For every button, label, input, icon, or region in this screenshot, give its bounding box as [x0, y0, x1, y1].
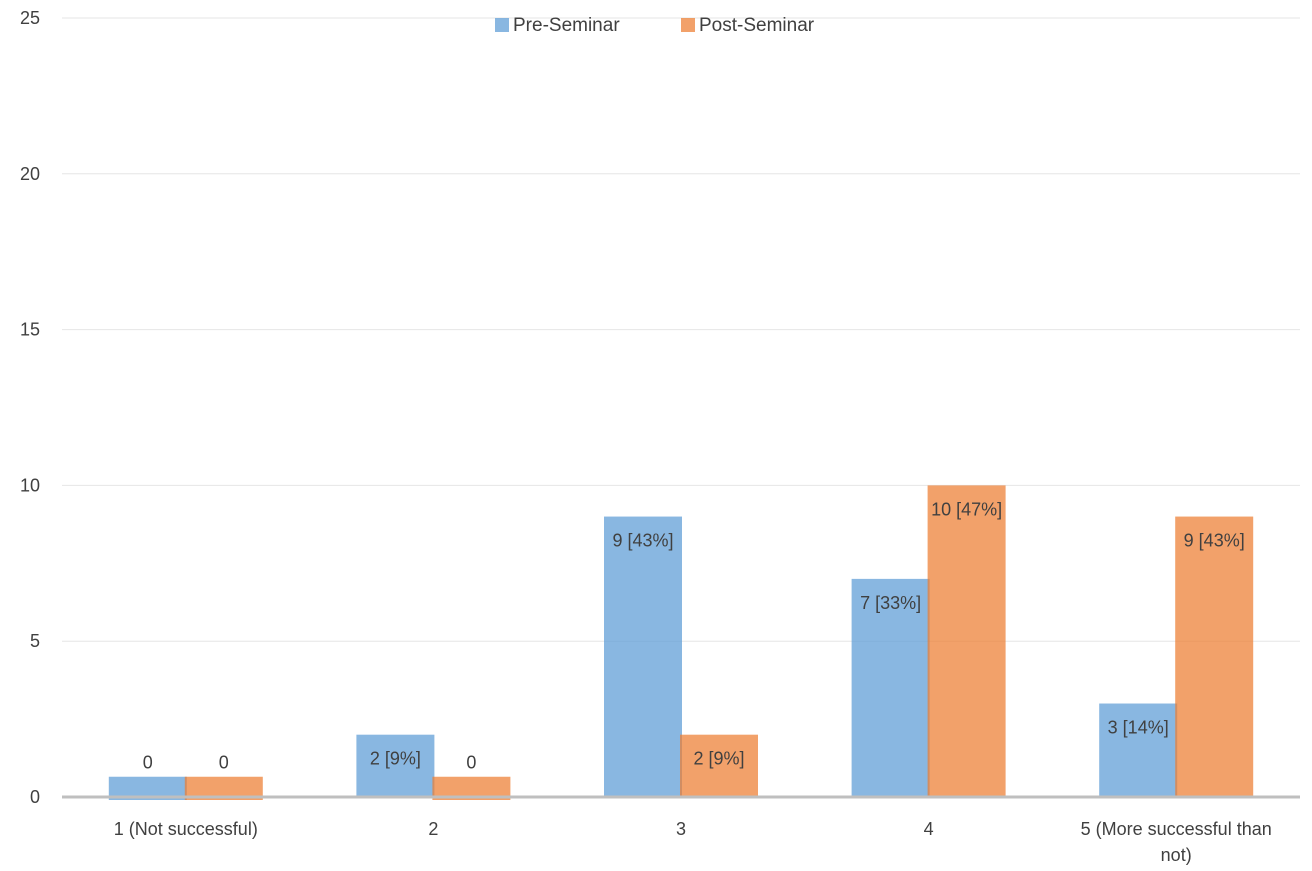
data-labels: 0 2 [9%] 9 [43%] 7 [33%] 3 [14%] 0 0 2 [9%] 10 […: [143, 499, 1245, 772]
legend-label-pre-seminar: Pre-Seminar: [513, 15, 620, 36]
data-label-pre-seminar-4: 7 [33%]: [860, 593, 921, 613]
data-label-post-seminar-3: 2 [9%]: [693, 749, 744, 769]
bar-post-seminar-4: [927, 485, 1006, 797]
x-category-label-2: 2: [428, 819, 438, 839]
bars: [108, 485, 1254, 800]
data-label-post-seminar-4: 10 [47%]: [931, 499, 1002, 519]
bar-pre-seminar-1: [108, 776, 187, 800]
y-tick-label: 0: [30, 787, 40, 807]
x-category-label-4: 4: [924, 819, 934, 839]
y-tick-label: 5: [30, 631, 40, 651]
legend-swatch-post-seminar: [681, 18, 695, 32]
bar-pre-seminar-4: [851, 578, 930, 797]
y-axis-ticks: 0 5 10 15 20 25: [20, 8, 40, 807]
bar-pre-seminar-3: [604, 516, 682, 797]
data-label-pre-seminar-2: 2 [9%]: [370, 749, 421, 769]
legend-label-post-seminar: Post-Seminar: [699, 15, 815, 36]
x-axis-category-labels: 1 (Not successful) 2 3 4 5 (More successful …: [114, 819, 1272, 865]
legend-swatch-pre-seminar: [495, 18, 509, 32]
legend: Pre-Seminar Post-Seminar: [495, 15, 815, 36]
data-label-post-seminar-2: 0: [466, 753, 476, 773]
y-tick-label: 15: [20, 320, 40, 340]
bar-post-seminar-2: [432, 776, 511, 800]
x-category-label-5: 5 (More successful than not): [1081, 819, 1272, 865]
data-label-post-seminar-5: 9 [43%]: [1184, 531, 1245, 551]
bar-post-seminar-5: [1175, 516, 1254, 797]
bar-post-seminar-3: [680, 734, 758, 797]
bar-pre-seminar-2: [356, 734, 435, 797]
bar-pre-seminar-5: [1099, 703, 1178, 797]
bar-post-seminar-1: [184, 776, 263, 800]
x-category-label-1: 1 (Not successful): [114, 819, 258, 839]
data-label-pre-seminar-3: 9 [43%]: [612, 531, 673, 551]
data-label-pre-seminar-1: 0: [143, 753, 153, 773]
y-tick-label: 10: [20, 475, 40, 495]
data-label-post-seminar-1: 0: [219, 753, 229, 773]
y-tick-label: 20: [20, 164, 40, 184]
x-category-label-3: 3: [676, 819, 686, 839]
data-label-pre-seminar-5: 3 [14%]: [1108, 718, 1169, 738]
y-tick-label: 25: [20, 8, 40, 28]
